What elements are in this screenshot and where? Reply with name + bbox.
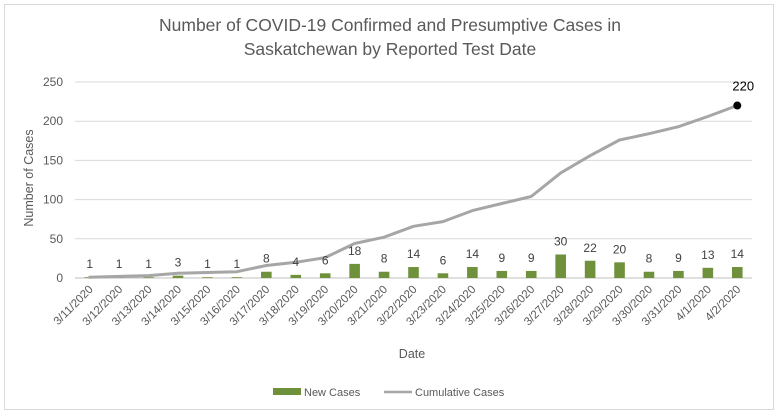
legend-label-new-cases: New Cases [304, 387, 361, 399]
bar-value-label: 9 [498, 251, 505, 265]
y-tick-label: 0 [56, 271, 63, 285]
bar-new-cases [172, 275, 184, 278]
x-axis-label: Date [399, 347, 425, 361]
bar-value-label: 9 [675, 251, 682, 265]
bar-new-cases [261, 271, 272, 278]
bar-new-cases [290, 274, 302, 278]
y-tick-label: 250 [43, 75, 63, 89]
bar-new-cases [702, 267, 714, 278]
bar-new-cases [378, 271, 390, 278]
bar-new-cases [319, 273, 331, 278]
bar-new-cases [525, 270, 537, 278]
legend: New Cases Cumulative Cases [273, 387, 505, 399]
bar-new-cases [673, 270, 684, 278]
bar-value-label: 1 [234, 257, 241, 271]
bar-new-cases [614, 262, 625, 278]
bar-value-label: 14 [731, 247, 745, 261]
bar-new-cases [231, 277, 243, 278]
bar-value-label: 1 [204, 257, 211, 271]
bar-new-cases [437, 273, 449, 278]
bar-value-label: 3 [175, 256, 182, 270]
bar-new-cases [408, 267, 419, 278]
bar-new-cases [643, 271, 655, 278]
end-point-label: 220 [732, 79, 754, 94]
bar-value-label: 8 [381, 252, 388, 266]
y-axis-ticks: 0 50 100 150 200 250 [43, 75, 63, 285]
bar-value-label: 6 [440, 253, 447, 267]
y-tick-label: 50 [50, 232, 64, 246]
x-axis-ticks: 3/11/20203/12/20203/13/20203/14/20203/15… [52, 284, 744, 329]
gridlines [75, 81, 752, 279]
bar-new-cases [584, 260, 596, 278]
bar-new-cases [202, 277, 213, 278]
chart-title-line-1: Number of COVID-19 Confirmed and Presump… [159, 15, 621, 35]
bar-value-label: 18 [348, 244, 362, 258]
bar-new-cases [555, 254, 566, 278]
bar-new-cases [731, 267, 743, 278]
series-line-cumulative-cases [88, 104, 739, 279]
bar-value-label: 9 [528, 251, 535, 265]
bar-value-label: 22 [583, 241, 597, 255]
line-cumulative-cases: 220 [88, 79, 754, 279]
bars-new-cases [84, 254, 743, 278]
bar-value-label: 6 [322, 253, 329, 267]
legend-swatch-new-cases [273, 388, 301, 395]
bar-value-label: 1 [145, 257, 152, 271]
y-tick-label: 150 [43, 153, 63, 167]
y-tick-label: 100 [43, 193, 63, 207]
end-point-marker [733, 101, 742, 110]
chart-title-line-2: Saskatchewan by Reported Test Date [244, 39, 536, 59]
bar-value-label: 13 [701, 248, 715, 262]
bar-new-cases [143, 277, 154, 278]
bar-new-cases [349, 263, 360, 278]
bar-value-label: 1 [116, 257, 123, 271]
bar-value-label: 14 [466, 247, 480, 261]
y-tick-label: 200 [43, 114, 63, 128]
bar-value-label: 30 [554, 234, 568, 248]
bar-value-label: 1 [86, 257, 93, 271]
bar-value-label: 20 [613, 242, 627, 256]
y-axis-label: Number of Cases [22, 129, 36, 226]
bar-new-cases [467, 267, 478, 278]
bar-new-cases [496, 270, 508, 278]
bar-value-label: 14 [407, 247, 421, 261]
bar-value-label: 4 [292, 255, 299, 269]
bar-value-label: 8 [646, 252, 653, 266]
chart-frame [4, 4, 774, 410]
bar-value-label: 8 [263, 252, 270, 266]
legend-label-cumulative-cases: Cumulative Cases [415, 387, 505, 399]
